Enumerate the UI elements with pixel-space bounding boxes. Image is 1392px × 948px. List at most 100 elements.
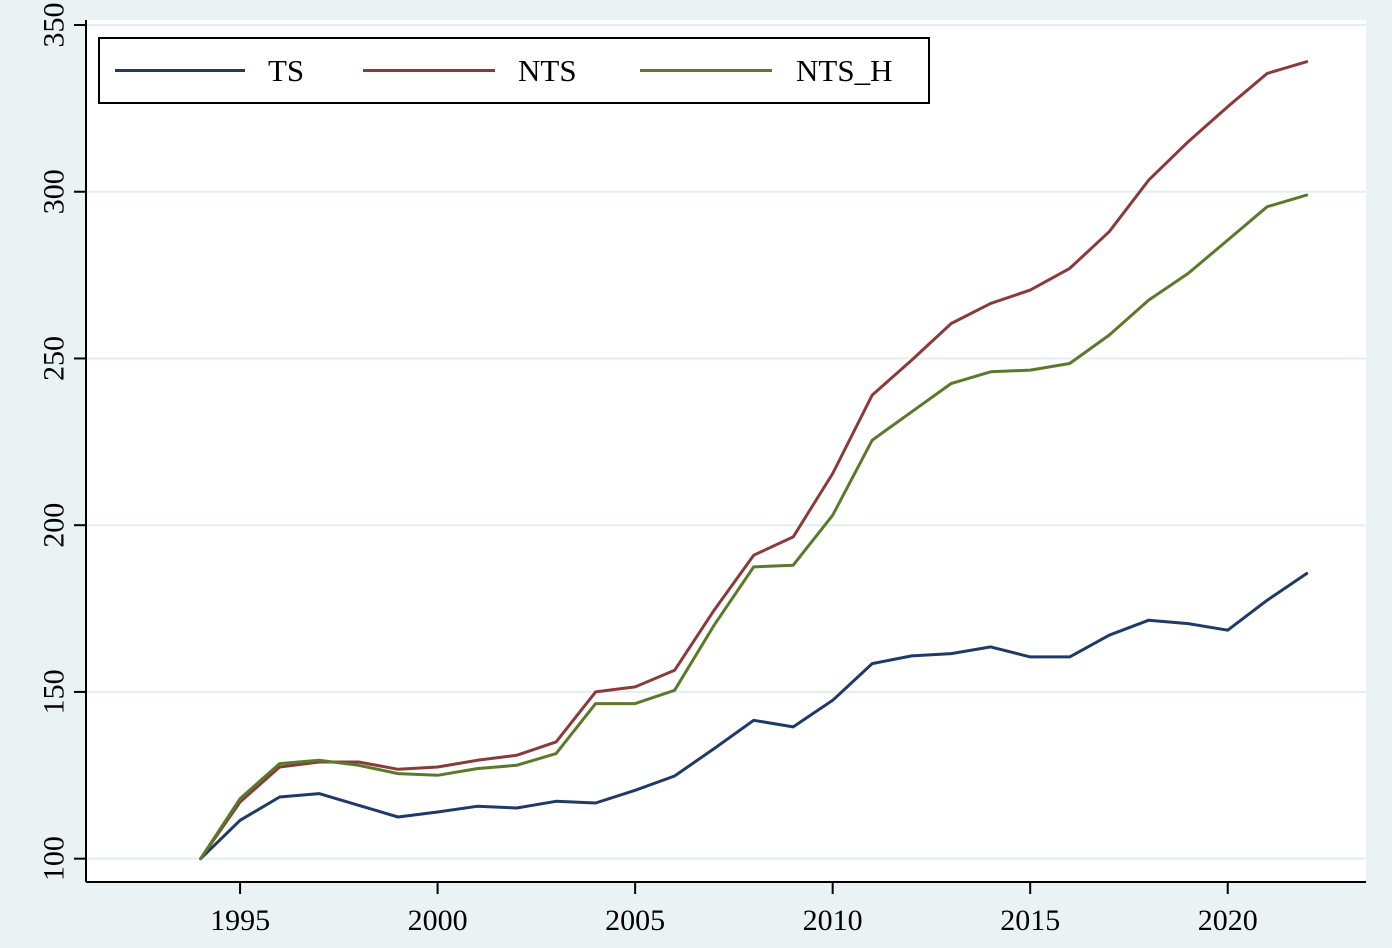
series-line xyxy=(199,60,1309,861)
data-point xyxy=(1147,179,1150,182)
data-point xyxy=(634,789,637,792)
data-point xyxy=(1068,655,1071,658)
legend: TS NTS NTS_H xyxy=(98,37,930,104)
data-point xyxy=(397,772,400,775)
data-point xyxy=(555,800,558,803)
data-point xyxy=(1226,105,1229,108)
data-point xyxy=(436,810,439,813)
data-point xyxy=(1187,140,1190,143)
data-point xyxy=(357,764,360,767)
data-point xyxy=(752,719,755,722)
data-point xyxy=(871,662,874,665)
data-point xyxy=(515,754,518,757)
data-point xyxy=(357,760,360,763)
data-point xyxy=(199,857,202,860)
x-tick-label: 2000 xyxy=(408,904,468,937)
series-nts-h xyxy=(199,193,1309,861)
data-point xyxy=(1305,572,1308,575)
data-point xyxy=(239,819,242,822)
x-axis-ticks: 1995 2000 2005 2010 2015 2020 xyxy=(210,882,1258,937)
plot-area xyxy=(86,20,1366,882)
legend-label: NTS xyxy=(518,53,577,88)
y-tick-label: 200 xyxy=(38,503,71,548)
data-point xyxy=(792,535,795,538)
data-point xyxy=(476,767,479,770)
y-tick-label: 300 xyxy=(38,169,71,214)
x-tick-label: 2020 xyxy=(1198,904,1258,937)
data-point xyxy=(713,624,716,627)
data-point xyxy=(278,795,281,798)
legend-label: NTS_H xyxy=(796,53,892,88)
y-tick-label: 100 xyxy=(38,836,71,881)
data-point xyxy=(1187,622,1190,625)
data-point xyxy=(1226,629,1229,632)
data-point xyxy=(1029,655,1032,658)
data-point xyxy=(1029,369,1032,372)
data-point xyxy=(950,322,953,325)
data-point xyxy=(1108,634,1111,637)
data-point xyxy=(831,514,834,517)
data-point xyxy=(1187,272,1190,275)
series-ts xyxy=(199,572,1309,861)
data-point xyxy=(1266,72,1269,75)
x-tick-label: 2015 xyxy=(1000,904,1060,937)
data-point xyxy=(1108,334,1111,337)
data-point xyxy=(910,654,913,657)
data-point xyxy=(871,394,874,397)
data-point xyxy=(397,768,400,771)
data-point xyxy=(950,382,953,385)
data-point xyxy=(1108,230,1111,233)
data-point xyxy=(831,699,834,702)
data-point xyxy=(831,472,834,475)
data-point xyxy=(634,685,637,688)
data-point xyxy=(673,669,676,672)
data-point xyxy=(1068,362,1071,365)
data-point xyxy=(673,689,676,692)
legend-label: TS xyxy=(268,53,304,88)
data-point xyxy=(634,702,637,705)
data-point xyxy=(752,565,755,568)
data-point xyxy=(1029,289,1032,292)
data-point xyxy=(673,774,676,777)
data-point xyxy=(436,765,439,768)
x-tick-label: 2010 xyxy=(803,904,863,937)
series-line xyxy=(199,193,1309,861)
grid-lines xyxy=(86,24,1366,860)
data-point xyxy=(555,752,558,755)
data-point xyxy=(1266,205,1269,208)
y-tick-label: 350 xyxy=(38,3,71,48)
axes xyxy=(85,20,1366,883)
data-point xyxy=(1305,194,1308,197)
data-point xyxy=(515,764,518,767)
series-lines xyxy=(199,60,1309,861)
data-point xyxy=(357,804,360,807)
data-point xyxy=(910,410,913,413)
series-line xyxy=(199,572,1309,861)
x-tick-label: 1995 xyxy=(210,904,270,937)
series-nts xyxy=(199,60,1309,861)
data-point xyxy=(1266,599,1269,602)
y-tick-label: 150 xyxy=(38,669,71,714)
data-point xyxy=(594,690,597,693)
data-point xyxy=(397,815,400,818)
data-point xyxy=(1305,60,1308,63)
data-point xyxy=(515,806,518,809)
data-point xyxy=(1147,619,1150,622)
data-point xyxy=(792,725,795,728)
data-point xyxy=(871,439,874,442)
data-point xyxy=(239,797,242,800)
y-tick-label: 250 xyxy=(38,336,71,381)
data-point xyxy=(989,645,992,648)
data-point xyxy=(594,702,597,705)
data-point xyxy=(476,805,479,808)
data-point xyxy=(1068,267,1071,270)
data-point xyxy=(910,359,913,362)
data-point xyxy=(950,652,953,655)
data-point xyxy=(318,759,321,762)
data-point xyxy=(989,370,992,373)
data-point xyxy=(436,774,439,777)
data-point xyxy=(792,564,795,567)
data-point xyxy=(989,302,992,305)
data-point xyxy=(278,762,281,765)
